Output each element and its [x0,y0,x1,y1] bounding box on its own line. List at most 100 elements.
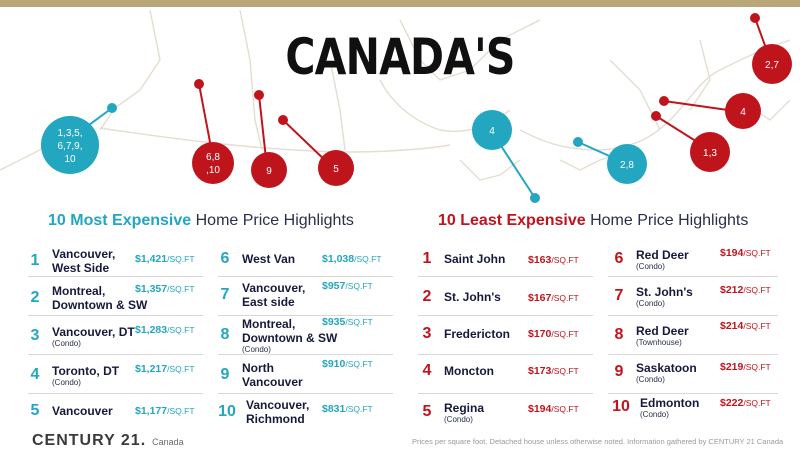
list-item: 1 Vancouver, West Side [28,243,116,279]
bubble-fredericton [690,132,730,172]
most-expensive-heading-highlight: 10 Most Expensive [48,212,192,229]
city-name: Vancouver, [52,247,116,261]
property-type: (Condo) [636,298,665,308]
city-name-line2: Richmond [246,412,305,426]
city-name: St. John's [444,290,501,304]
bubble-vancouver-cluster [41,116,99,174]
city-name: Vancouver, DT [52,324,135,339]
rank-number: 3 [30,327,40,344]
city-name: Moncton [444,364,494,378]
property-type: (Condo) [640,409,669,419]
most-expensive-heading-rest: Home Price Highlights [191,212,354,229]
property-type: (Condo) [636,374,665,384]
price: $222/SQ.FT [720,397,771,409]
rank-number: 4 [422,362,432,379]
rank-number: 6 [614,250,624,267]
city-name: Vancouver, [246,398,310,412]
city-name-line2: Vancouver [242,375,303,389]
footnote: Prices per square foot. Detached house u… [412,437,784,446]
price: $167/SQ.FT [528,292,579,304]
rank-number: 10 [218,403,236,420]
price: $1,421/SQ.FT [135,253,195,265]
price: $219/SQ.FT [720,361,771,373]
price: $194/SQ.FT [528,403,579,415]
city-name-line2: Downtown & SW [52,298,148,312]
price: $935/SQ.FT [322,316,373,328]
list-item: 6 West Van [218,241,296,277]
bubble-label: 4 [740,107,746,118]
bubble-label: 10 [64,154,76,165]
city-name: Saskatoon [636,360,697,375]
list-item: 5 Regina (Condo) [420,394,484,430]
city-name-line2: East side [242,295,295,309]
rank-number: 1 [30,252,40,269]
price: $1,283/SQ.FT [135,324,195,336]
bubble-label: 6,7,9, [57,141,82,152]
price: $1,177/SQ.FT [135,405,195,417]
rank-number: 9 [614,363,624,380]
century21-logo: CENTURY 21. Canada [32,432,184,450]
rank-number: 10 [612,398,630,415]
price: $910/SQ.FT [322,358,373,370]
rank-number: 2 [422,288,432,305]
bubble-st-johns [752,44,792,84]
city-name: Edmonton [640,395,700,410]
price: $214/SQ.FT [720,320,771,332]
list-item: 3 Fredericton [420,316,510,352]
list-item: 8 Red Deer (Townhouse) [612,317,689,353]
bubble-label: 1,3,5, [57,128,82,139]
list-item: 7 St. John's (Condo) [612,278,693,314]
bubble-label: 6,8 [206,152,220,163]
top-accent-bar [0,0,800,7]
price: $194/SQ.FT [720,247,771,259]
rank-number: 7 [614,287,624,304]
price: $957/SQ.FT [322,280,373,292]
city-name: Regina [444,400,485,415]
price: $170/SQ.FT [528,328,579,340]
price: $1,357/SQ.FT [135,283,195,295]
bubble-regina [318,150,354,186]
bubble-label: 2,8 [620,160,634,171]
list-item: 8 Montreal, Downtown & SW (Condo) [218,315,338,355]
price: $1,217/SQ.FT [135,363,195,375]
brand-name: CENTURY 21. [32,432,147,449]
city-name: Vancouver, [242,281,306,295]
rank-number: 8 [614,326,624,343]
list-item: 9 North Vancouver [218,357,303,393]
bubble-prairie-cluster [192,142,234,184]
rank-number: 5 [30,402,40,419]
brand-region: Canada [152,437,184,447]
city-name: Montreal, [242,316,296,331]
least-expensive-heading-rest: Home Price Highlights [585,212,749,229]
bubble-label: 1,3 [703,148,717,159]
rank-number: 9 [220,366,230,383]
property-type: (Condo) [444,414,473,424]
city-name: North [242,361,274,375]
property-type: (Townhouse) [636,337,682,347]
city-name: Red Deer [636,247,689,262]
price: $831/SQ.FT [322,403,373,415]
price: $173/SQ.FT [528,365,579,377]
list-item: 7 Vancouver, East side [218,277,306,313]
rank-number: 6 [220,250,230,267]
rank-number: 8 [220,326,230,343]
city-name: Fredericton [444,327,511,341]
least-expensive-heading: 10 Least Expensive Home Price Highlights [438,212,748,230]
blue-markers: 1,3,5, 6,7,9, 10 4 2,8 [41,103,647,203]
property-type: (Condo) [636,261,665,271]
bubble-toronto [472,110,512,150]
list-item: 3 Vancouver, DT (Condo) [28,318,135,354]
canada-map: 1,3,5, 6,7,9, 10 4 2,8 6,8 ,10 9 5 1,3 4 [0,9,792,203]
rank-number: 3 [422,325,432,342]
price: $163/SQ.FT [528,254,579,266]
list-item: 9 Saskatoon (Condo) [612,354,697,390]
rank-number: 5 [422,403,432,420]
list-item: 5 Vancouver [28,393,113,429]
price: $1,038/SQ.FT [322,253,382,265]
bubble-montreal [607,144,647,184]
list-item: 2 Montreal, Downtown & SW [28,280,148,316]
rank-number: 1 [422,250,432,267]
city-name: Red Deer [636,323,689,338]
list-item: 1 Saint John [420,241,506,277]
